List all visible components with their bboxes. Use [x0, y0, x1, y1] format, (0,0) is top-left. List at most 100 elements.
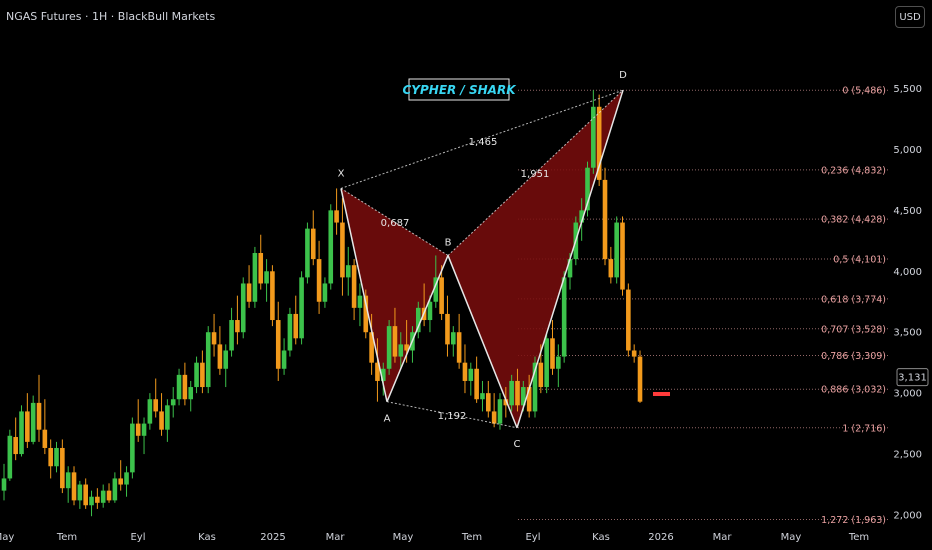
- candle-body: [293, 313, 299, 339]
- candle-body: [585, 167, 590, 211]
- candle: [19, 405, 24, 457]
- candle: [95, 488, 100, 509]
- candle-body: [60, 447, 65, 489]
- x-tick-label: Tem: [56, 532, 77, 543]
- candle-body: [503, 399, 509, 406]
- candle: [182, 362, 188, 406]
- candle-body: [13, 437, 18, 455]
- y-tick-label: 2,500: [893, 450, 922, 461]
- candle: [386, 320, 392, 375]
- candle: [380, 362, 386, 396]
- candle: [491, 393, 497, 428]
- currency-button[interactable]: USD: [895, 6, 925, 28]
- candle: [526, 374, 532, 418]
- candle-body: [351, 265, 357, 308]
- candle: [486, 380, 491, 418]
- y-tick-label: 3,000: [893, 389, 922, 400]
- candle-body: [25, 411, 30, 442]
- candle-body: [124, 472, 129, 485]
- x-tick-label: Eyl: [130, 532, 145, 543]
- candle: [433, 255, 439, 308]
- candle: [135, 399, 141, 442]
- candle-body: [550, 338, 555, 369]
- candle: [170, 387, 176, 418]
- candle: [223, 344, 229, 388]
- candle-body: [147, 399, 153, 424]
- y-tick-label: 5,000: [893, 145, 922, 156]
- candle: [30, 395, 36, 445]
- candle-body: [363, 295, 369, 333]
- candle: [77, 480, 83, 509]
- candle: [200, 350, 205, 394]
- candle: [118, 460, 123, 491]
- fib-label: 0,382 (4,428): [821, 215, 886, 226]
- candle: [71, 466, 77, 506]
- candle: [106, 483, 112, 503]
- fib-label: 0,786 (3,309): [821, 351, 886, 362]
- candle: [369, 313, 374, 375]
- candle: [188, 380, 194, 412]
- y-tick-label: 5,500: [893, 84, 922, 95]
- candle-body: [310, 228, 316, 260]
- candle-body: [614, 222, 619, 278]
- candle: [13, 417, 18, 461]
- candle-body: [532, 362, 538, 412]
- candle: [450, 326, 456, 357]
- candle-body: [30, 402, 36, 442]
- candle-body: [596, 106, 602, 180]
- candle-body: [328, 210, 334, 284]
- candle-body: [445, 313, 450, 345]
- candle-body: [36, 402, 42, 430]
- candle: [614, 216, 619, 284]
- candle-body: [398, 344, 404, 357]
- candle: [415, 301, 421, 339]
- candle-body: [357, 295, 363, 308]
- candle: [556, 344, 561, 388]
- candle: [351, 259, 357, 321]
- candle-body: [223, 350, 229, 369]
- candle-body: [468, 368, 474, 381]
- candle-body: [252, 253, 258, 302]
- candle: [474, 356, 479, 403]
- candle-body: [544, 338, 549, 388]
- candle-body: [369, 332, 374, 363]
- candle-body: [380, 368, 386, 381]
- candle-body: [538, 362, 544, 388]
- x-tick-label: May: [393, 532, 414, 543]
- candle: [159, 393, 164, 436]
- candle-body: [65, 472, 71, 489]
- candle-body: [275, 320, 281, 369]
- candle-body: [345, 265, 351, 278]
- x-tick-label: 2025: [260, 532, 285, 543]
- candle: [316, 240, 322, 314]
- current-price-text: 3,131: [898, 373, 927, 384]
- candle-body: [165, 405, 170, 430]
- candle: [462, 344, 468, 394]
- pattern-ratio-line: [340, 187, 449, 256]
- pattern-point-label: D: [619, 70, 627, 81]
- candle-body: [135, 423, 141, 436]
- pattern-point-label: C: [514, 439, 521, 450]
- candle: [445, 295, 450, 357]
- candle: [626, 283, 631, 357]
- candle-body: [556, 356, 561, 369]
- candle-body: [159, 411, 164, 430]
- candle: [194, 356, 199, 394]
- candle-body: [205, 332, 211, 388]
- pattern-triangle-xab: [341, 188, 448, 402]
- candle-body: [89, 496, 94, 506]
- candle-body: [480, 393, 485, 400]
- x-tick-label: May: [781, 532, 802, 543]
- candle-body: [433, 277, 439, 302]
- candle-body: [509, 380, 514, 406]
- candle-body: [305, 228, 310, 278]
- candle-body: [1, 478, 7, 491]
- candle: [287, 307, 293, 357]
- candle-body: [48, 447, 53, 467]
- candle: [25, 393, 30, 448]
- candle: [153, 378, 159, 418]
- pattern-point-label: X: [338, 168, 345, 179]
- candle-body: [491, 411, 497, 424]
- candle: [229, 307, 234, 357]
